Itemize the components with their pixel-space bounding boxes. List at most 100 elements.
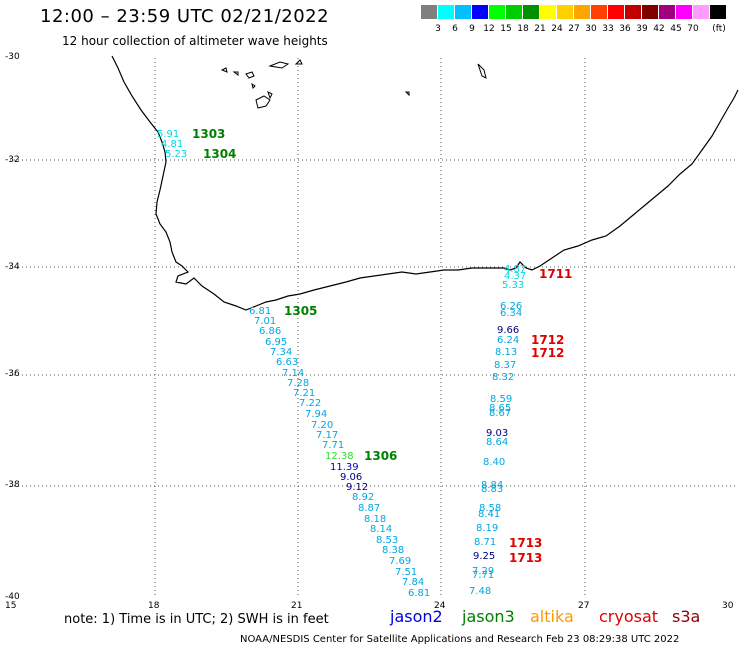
color-scale-label: 18 xyxy=(517,24,529,34)
wave-height-value: 8.65 xyxy=(489,403,512,414)
color-swatch xyxy=(540,5,556,19)
wave-height-value: 8.38 xyxy=(382,545,405,556)
wave-height-value: 7.29 xyxy=(472,566,495,577)
pass-label: 1303 xyxy=(192,127,226,141)
color-scale-label: 45 xyxy=(670,24,682,34)
wave-height-value: 7.28 xyxy=(287,378,310,389)
color-swatch xyxy=(506,5,522,19)
wave-height-value: 8.41 xyxy=(478,509,501,520)
pass-label: 1712 xyxy=(531,346,565,360)
map-title: 12:00 – 23:59 UTC 02/21/2022 xyxy=(40,6,330,27)
lon-tick-label: 27 xyxy=(578,601,590,611)
color-swatch xyxy=(421,5,437,19)
color-scale-label: 36 xyxy=(619,24,631,34)
lat-tick-label: -32 xyxy=(5,155,20,165)
color-scale-label: 70 xyxy=(687,24,699,34)
wave-height-value: 7.22 xyxy=(299,398,322,409)
lat-tick-label: -34 xyxy=(5,262,20,272)
color-swatch xyxy=(693,5,709,19)
wave-height-value: 8.59 xyxy=(490,394,513,405)
legend-jason2: jason2 xyxy=(390,607,443,626)
pass-label: 1304 xyxy=(203,147,237,161)
wave-height-value: 7.69 xyxy=(389,556,412,567)
wave-height-value: 7.71 xyxy=(472,570,495,581)
wave-height-value: 5.33 xyxy=(502,280,525,291)
lon-tick-label: 21 xyxy=(291,601,303,611)
lon-tick-label: 24 xyxy=(434,601,446,611)
wave-height-value: 8.87 xyxy=(358,503,381,514)
color-swatch xyxy=(659,5,675,19)
wave-height-value: 7.14 xyxy=(282,368,305,379)
color-scale-label: 30 xyxy=(585,24,597,34)
inland-lakes xyxy=(220,59,487,109)
wave-height-value: 5.23 xyxy=(165,149,188,160)
pass-label: 1306 xyxy=(364,449,398,463)
units-note: note: 1) Time is in UTC; 2) SWH is in fe… xyxy=(64,612,329,627)
wave-height-value: 6.86 xyxy=(259,326,282,337)
wave-height-value: 7.34 xyxy=(270,347,293,358)
wave-height-value: 6.63 xyxy=(276,357,299,368)
color-scale-label: 15 xyxy=(500,24,512,34)
color-swatch xyxy=(489,5,505,19)
wave-height-value: 7.17 xyxy=(316,430,339,441)
wave-height-value: 6.26 xyxy=(500,301,523,312)
color-swatch xyxy=(608,5,624,19)
wave-height-value: 6.81 xyxy=(249,306,272,317)
wave-height-value: 7.71 xyxy=(322,440,345,451)
pass-label: 1305 xyxy=(284,304,318,318)
pass-label: 1711 xyxy=(539,267,573,281)
lon-tick-label: 18 xyxy=(148,601,160,611)
color-swatch xyxy=(625,5,641,19)
legend-cryosat: cryosat xyxy=(599,607,659,626)
color-scale-label: 24 xyxy=(551,24,563,34)
color-scale-label: 39 xyxy=(636,24,648,34)
wave-height-value: 7.84 xyxy=(402,577,425,588)
color-swatch xyxy=(642,5,658,19)
color-scale-label: 9 xyxy=(469,24,475,34)
lat-tick-label: -38 xyxy=(5,480,20,490)
wave-height-value: 4.81 xyxy=(161,139,184,150)
wave-height-value: 8.58 xyxy=(479,503,502,514)
wave-height-value: 6.34 xyxy=(500,308,523,319)
legend-altika: altika xyxy=(530,607,574,626)
wave-height-value: 7.51 xyxy=(395,567,418,578)
lat-tick-label: -30 xyxy=(5,52,20,62)
color-scale-label: 27 xyxy=(568,24,580,34)
wave-height-value: 9.25 xyxy=(473,551,496,562)
color-scale-label: 3 xyxy=(435,24,441,34)
wave-height-value: 8.40 xyxy=(483,457,506,468)
wave-height-value: 6.81 xyxy=(408,588,431,599)
color-scale-label: 6 xyxy=(452,24,458,34)
wave-height-value: 9.03 xyxy=(486,428,509,439)
color-swatch xyxy=(523,5,539,19)
wave-height-value: 7.94 xyxy=(305,409,328,420)
wave-height-value: 8.14 xyxy=(370,524,393,535)
color-swatch xyxy=(591,5,607,19)
wave-height-value: 9.66 xyxy=(497,325,520,336)
footer-credit: NOAA/NESDIS Center for Satellite Applica… xyxy=(240,634,680,645)
wave-height-value: 8.13 xyxy=(495,347,518,358)
color-swatch xyxy=(472,5,488,19)
pass-label: 1713 xyxy=(509,551,543,565)
wave-height-value: 5.91 xyxy=(157,129,180,140)
color-scale-label: 33 xyxy=(602,24,614,34)
wave-height-value: 6.95 xyxy=(265,337,288,348)
color-swatch xyxy=(455,5,471,19)
color-swatch xyxy=(438,5,454,19)
wave-height-value: 8.37 xyxy=(494,360,517,371)
color-scale-unit: (ft) xyxy=(712,24,726,34)
wave-height-value: 8.83 xyxy=(481,484,504,495)
map-subtitle: 12 hour collection of altimeter wave hei… xyxy=(62,34,328,48)
wave-height-value: 8.84 xyxy=(481,480,504,491)
color-swatch xyxy=(710,5,726,19)
color-swatch xyxy=(574,5,590,19)
wave-height-value: 4.37 xyxy=(504,271,527,282)
wave-height-value: 8.19 xyxy=(476,523,499,534)
coastline xyxy=(111,55,739,311)
wave-height-value: 8.53 xyxy=(376,535,399,546)
lon-tick-label: 15 xyxy=(5,601,17,611)
pass-label: 1712 xyxy=(531,333,565,347)
wave-height-value: 9.12 xyxy=(346,482,369,493)
wave-height-value: 7.48 xyxy=(469,586,492,597)
